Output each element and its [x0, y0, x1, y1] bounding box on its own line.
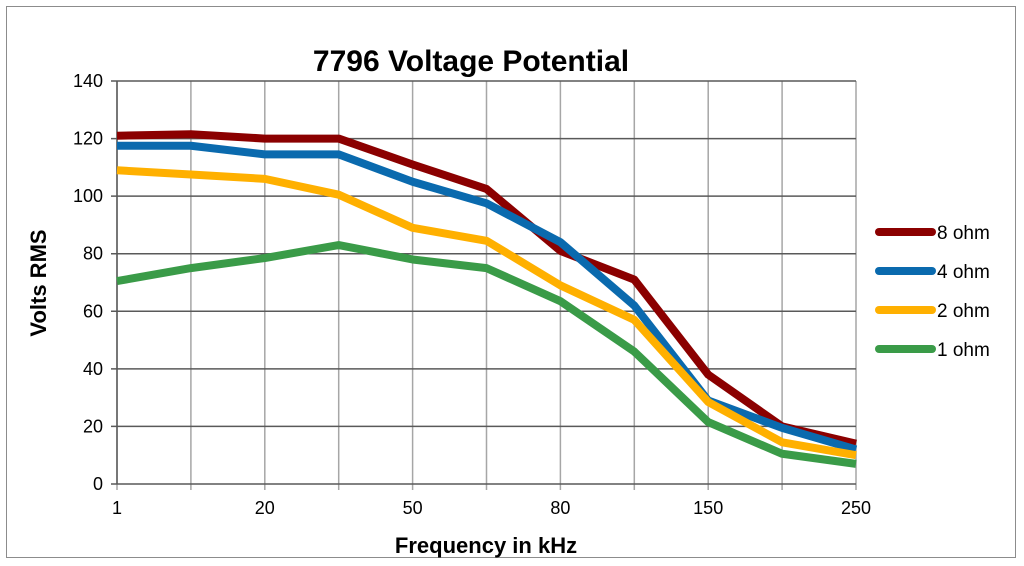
- x-tick-label: 150: [693, 498, 723, 518]
- y-tick-label: 100: [73, 186, 103, 206]
- x-tick-label: 50: [403, 498, 423, 518]
- x-tick-label: 1: [112, 498, 122, 518]
- legend-label: 2 ohm: [937, 301, 990, 322]
- legend-label: 4 ohm: [937, 262, 990, 283]
- x-axis-label: Frequency in kHz: [395, 533, 577, 558]
- y-tick-label: 20: [83, 416, 103, 436]
- series-line-8-ohm: [116, 130, 857, 448]
- y-axis-label: Volts RMS: [26, 229, 51, 336]
- x-tick-label: 20: [255, 498, 275, 518]
- series-line-4-ohm: [117, 141, 858, 454]
- chart-title: 7796 Voltage Potential: [313, 45, 629, 78]
- y-tick-label: 120: [73, 129, 103, 149]
- y-tick-label: 60: [83, 301, 103, 321]
- chart-frame: [6, 6, 1016, 558]
- y-tick-label: 80: [83, 244, 103, 264]
- legend-label: 1 ohm: [937, 340, 990, 361]
- x-tick-label: 250: [841, 498, 871, 518]
- y-tick-label: 140: [73, 71, 103, 91]
- x-tick-label: 80: [550, 498, 570, 518]
- series-line-1-ohm: [116, 241, 857, 468]
- y-tick-label: 40: [83, 359, 103, 379]
- y-tick-label: 0: [93, 474, 103, 494]
- series-line-2-ohm: [116, 166, 857, 460]
- legend-label: 8 ohm: [937, 223, 990, 244]
